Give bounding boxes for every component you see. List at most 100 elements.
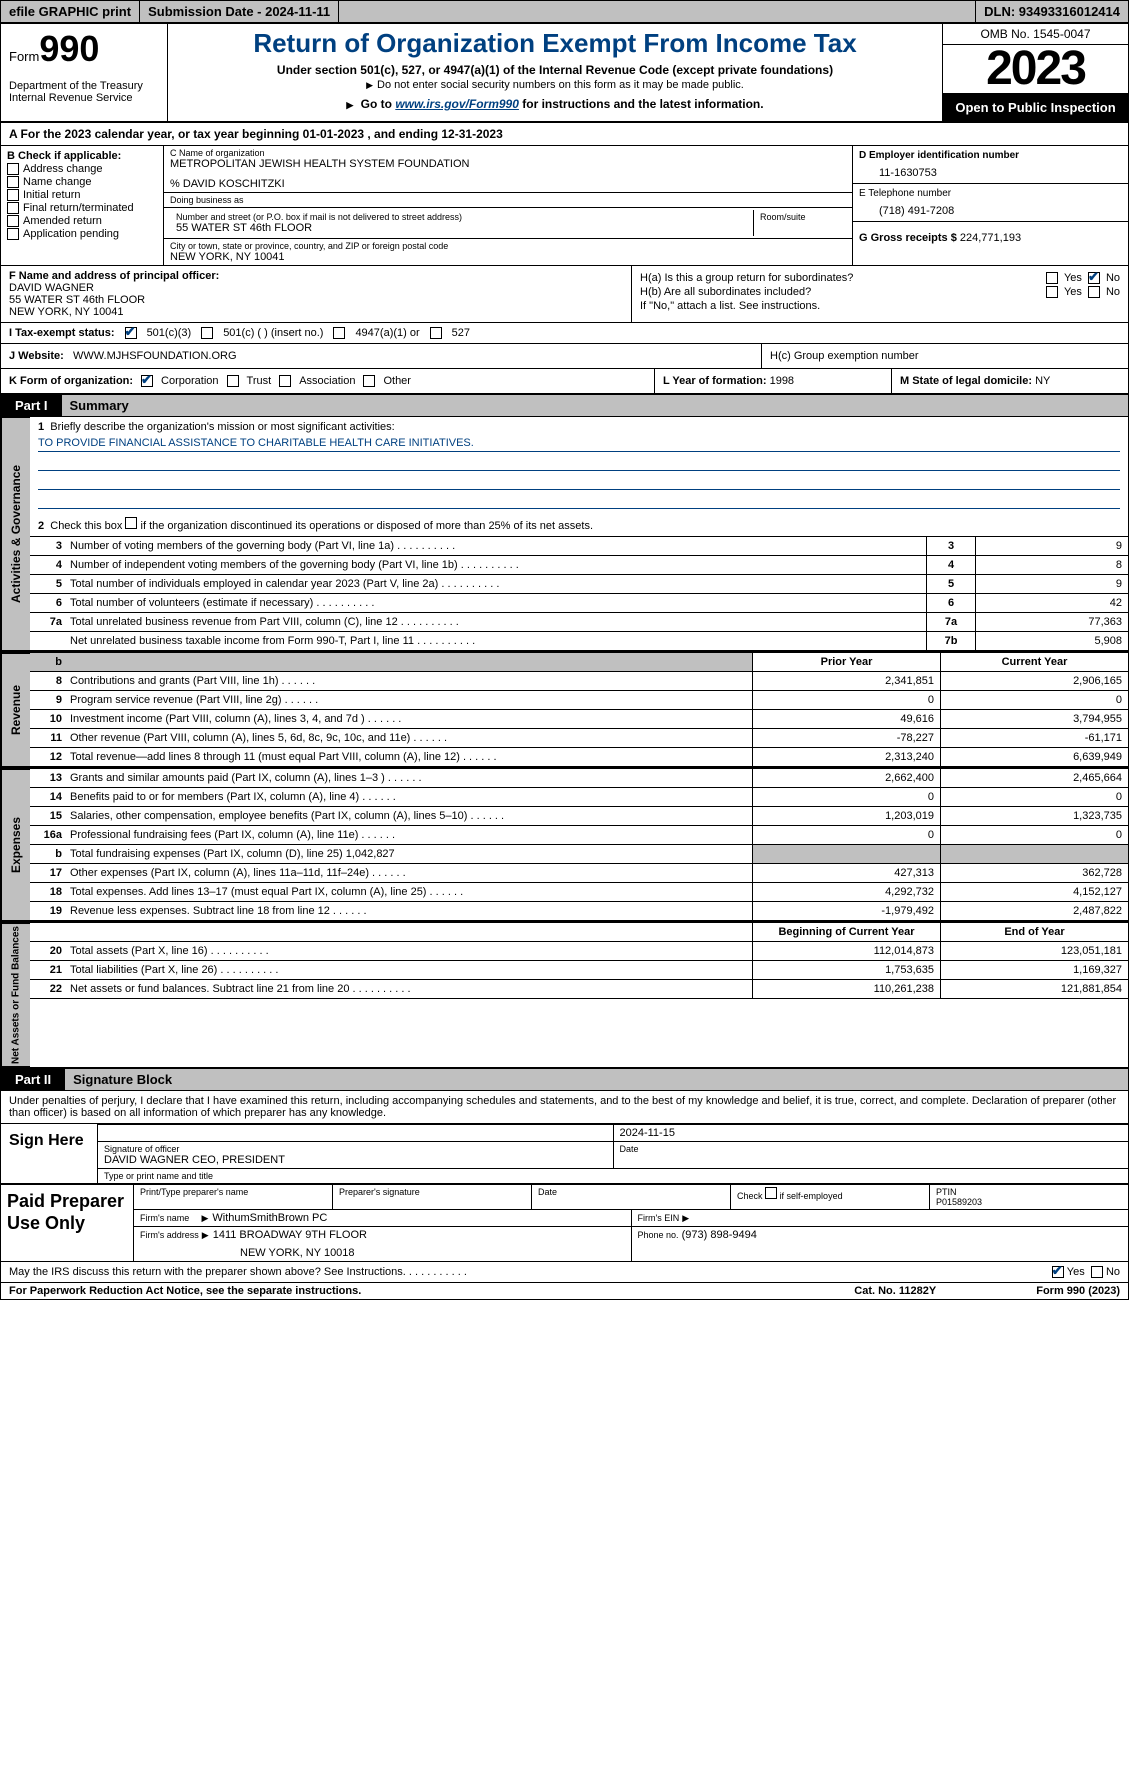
curr-val: 1,323,735: [940, 807, 1128, 825]
form-number: Form990: [9, 28, 159, 70]
row-num: b: [30, 845, 66, 863]
chk-other[interactable]: [363, 375, 375, 387]
curr-val: 2,487,822: [940, 902, 1128, 920]
row-text: Net unrelated business taxable income fr…: [66, 632, 926, 650]
irs-link[interactable]: www.irs.gov/Form990: [395, 97, 519, 111]
chk-discuss-no[interactable]: [1091, 1266, 1103, 1278]
exp-row: 17 Other expenses (Part IX, column (A), …: [30, 864, 1128, 883]
chk-501c3[interactable]: [125, 327, 137, 339]
part-2-label: Part II: [1, 1069, 65, 1090]
row-num: 12: [30, 748, 66, 766]
part-1-title: Summary: [62, 395, 1128, 416]
exp-row: b Total fundraising expenses (Part IX, c…: [30, 845, 1128, 864]
chk-hb-yes[interactable]: [1046, 286, 1058, 298]
chk-corp[interactable]: [141, 375, 153, 387]
column-b-checkboxes: B Check if applicable: Address change Na…: [1, 146, 164, 265]
row-num: 13: [30, 769, 66, 787]
curr-val: 362,728: [940, 864, 1128, 882]
subtitle-2: Do not enter social security numbers on …: [176, 79, 934, 91]
current-year-header: Current Year: [940, 653, 1128, 671]
row-text: Grants and similar amounts paid (Part IX…: [66, 769, 752, 787]
gross-receipts: 224,771,193: [960, 232, 1021, 244]
row-num: 7a: [30, 613, 66, 631]
m-value: NY: [1035, 375, 1050, 387]
row-text: Total number of individuals employed in …: [66, 575, 926, 593]
header-right: OMB No. 1545-0047 2023 Open to Public In…: [943, 24, 1128, 121]
row-num: 21: [30, 961, 66, 979]
chk-app-pending[interactable]: [7, 228, 19, 240]
column-f-officer: F Name and address of principal officer:…: [1, 266, 632, 322]
gov-row: 3 Number of voting members of the govern…: [30, 537, 1128, 556]
row-text: Total expenses. Add lines 13–17 (must eq…: [66, 883, 752, 901]
chk-name-change[interactable]: [7, 176, 19, 188]
chk-527[interactable]: [430, 327, 442, 339]
chk-ha-no[interactable]: [1088, 272, 1100, 284]
exp-row: 18 Total expenses. Add lines 13–17 (must…: [30, 883, 1128, 902]
curr-val: 0: [940, 826, 1128, 844]
row-text: Salaries, other compensation, employee b…: [66, 807, 752, 825]
chk-initial-return[interactable]: [7, 189, 19, 201]
prior-year-header: Prior Year: [752, 653, 940, 671]
net-row: 21 Total liabilities (Part X, line 26) 1…: [30, 961, 1128, 980]
form-ref: Form 990 (2023): [1036, 1285, 1120, 1297]
firm-phone: (973) 898-9494: [682, 1229, 757, 1241]
hb-label: H(b) Are all subordinates included?: [640, 286, 1040, 298]
chk-address-change[interactable]: [7, 163, 19, 175]
chk-assoc[interactable]: [279, 375, 291, 387]
prior-val: 2,341,851: [752, 672, 940, 690]
row-num: 16a: [30, 826, 66, 844]
firm-addr2: NEW YORK, NY 10018: [240, 1247, 625, 1259]
chk-amended[interactable]: [7, 215, 19, 227]
rev-row: 12 Total revenue—add lines 8 through 11 …: [30, 748, 1128, 767]
b-marker: b: [30, 653, 66, 671]
row-num: 6: [30, 594, 66, 612]
c-name-label: C Name of organization: [170, 148, 846, 158]
phone-label: E Telephone number: [859, 188, 1122, 199]
part-2-header: Part II Signature Block: [1, 1067, 1128, 1091]
chk-hb-no[interactable]: [1088, 286, 1100, 298]
sign-here-label: Sign Here: [1, 1124, 98, 1183]
line1-text: Briefly describe the organization's miss…: [50, 421, 394, 433]
row-num: 4: [30, 556, 66, 574]
boy-val: 112,014,873: [752, 942, 940, 960]
return-title: Return of Organization Exempt From Incom…: [176, 28, 934, 59]
prep-h3: Date: [532, 1185, 731, 1209]
dln-box: DLN: 93493316012414: [976, 1, 1128, 22]
subtitle-3: Go to www.irs.gov/Form990 for instructio…: [176, 97, 934, 111]
rev-row: 11 Other revenue (Part VIII, column (A),…: [30, 729, 1128, 748]
rev-row: 9 Program service revenue (Part VIII, li…: [30, 691, 1128, 710]
chk-ha-yes[interactable]: [1046, 272, 1058, 284]
chk-discuss-yes[interactable]: [1052, 1266, 1064, 1278]
curr-val: [940, 845, 1128, 863]
side-net-assets: Net Assets or Fund Balances: [1, 923, 30, 1067]
ein-label: D Employer identification number: [859, 150, 1122, 161]
row-value: 77,363: [975, 613, 1128, 631]
gov-row: 7a Total unrelated business revenue from…: [30, 613, 1128, 632]
row-value: 5,908: [975, 632, 1128, 650]
net-header-row: Beginning of Current Year End of Year: [30, 923, 1128, 942]
discuss-row: May the IRS discuss this return with the…: [1, 1262, 1128, 1282]
chk-self-employed[interactable]: [765, 1187, 777, 1199]
chk-final-return[interactable]: [7, 202, 19, 214]
officer-addr1: 55 WATER ST 46th FLOOR: [9, 294, 623, 306]
net-row: 22 Net assets or fund balances. Subtract…: [30, 980, 1128, 999]
chk-501c[interactable]: [201, 327, 213, 339]
l-label: L Year of formation:: [663, 375, 767, 387]
chk-trust[interactable]: [227, 375, 239, 387]
row-ref: 3: [926, 537, 975, 555]
hc-row: H(c) Group exemption number: [762, 344, 1128, 368]
street-address: 55 WATER ST 46th FLOOR: [176, 222, 747, 234]
row-num: 15: [30, 807, 66, 825]
expenses-block: Expenses 13 Grants and similar amounts p…: [1, 767, 1128, 921]
header-left: Form990 Department of the Treasury Inter…: [1, 24, 168, 121]
care-of: % DAVID KOSCHITZKI: [170, 178, 846, 190]
chk-discontinued[interactable]: [125, 517, 137, 529]
prior-val: 2,313,240: [752, 748, 940, 766]
row-value: 9: [975, 537, 1128, 555]
mission-blank3: [38, 494, 1120, 509]
row-text: Net assets or fund balances. Subtract li…: [66, 980, 752, 998]
header-row: Form990 Department of the Treasury Inter…: [1, 24, 1128, 123]
lbl-discuss-no: No: [1106, 1266, 1120, 1278]
chk-4947[interactable]: [333, 327, 345, 339]
lbl-4947: 4947(a)(1) or: [355, 327, 419, 339]
